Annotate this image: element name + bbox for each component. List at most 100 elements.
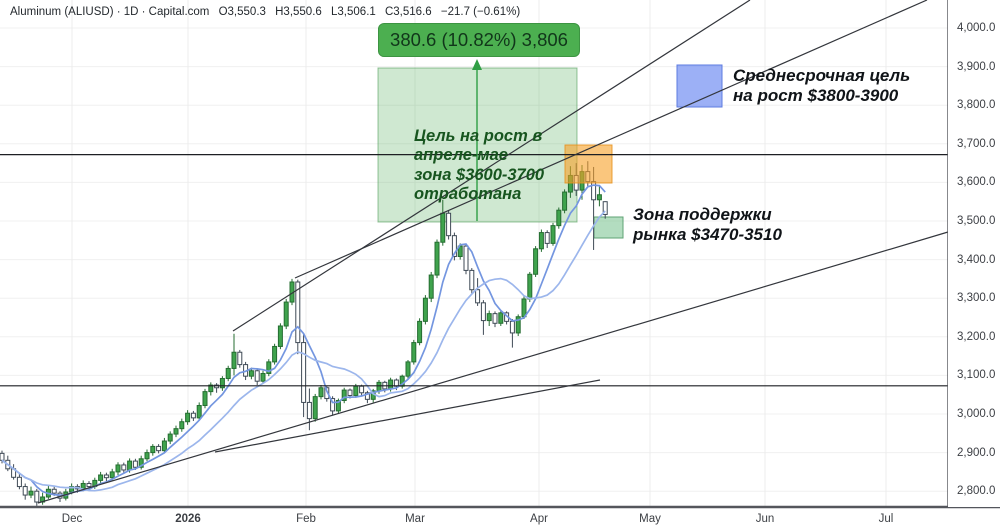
candle-body <box>422 297 428 322</box>
orange-zone-box[interactable] <box>564 144 613 184</box>
measure-tool-label[interactable]: 380.6 (10.82%) 3,806 <box>378 23 580 57</box>
candle-body <box>179 421 185 430</box>
candle-body <box>150 445 156 454</box>
candle-body <box>231 351 237 369</box>
candle-body <box>219 377 225 389</box>
candle-body <box>538 232 544 250</box>
candle-body <box>16 476 22 488</box>
candle-body <box>208 384 214 393</box>
candle-body <box>376 381 382 392</box>
price-axis[interactable]: 4,000.0 3,900.0 3,800.0 3,700.0 3,600.0 3,500… <box>948 0 1000 507</box>
trend-line[interactable] <box>232 0 751 332</box>
candle-body <box>266 361 272 374</box>
candle-body <box>405 361 411 377</box>
quote-low: L3,506.1 <box>331 6 376 18</box>
candle-body <box>411 342 417 363</box>
candle-body <box>440 212 446 243</box>
annotation-line: рынка $3470-3510 <box>633 224 782 244</box>
candle-body <box>237 351 243 366</box>
trend-line[interactable] <box>294 0 928 279</box>
annotation-target-zone[interactable]: Цель на рост в апреле-мае зона $3600-370… <box>414 127 544 204</box>
candle-body <box>22 486 28 496</box>
ma-line-slow <box>1 210 606 492</box>
candle-body <box>544 232 550 244</box>
y-axis-label: 3,100.0 <box>957 369 996 382</box>
candle-body <box>121 464 127 471</box>
y-axis-label: 3,300.0 <box>957 292 996 305</box>
annotation-line: зона $3600-3700 <box>414 165 545 184</box>
y-axis-label: 3,800.0 <box>957 99 996 112</box>
time-axis[interactable]: Dec 2026 Feb Mar Apr May Jun Jul <box>0 509 1000 530</box>
annotation-support-zone[interactable]: Зона поддержки рынка $3470-3510 <box>633 205 782 245</box>
candle-body <box>277 325 283 347</box>
y-axis-label: 3,900.0 <box>957 60 996 73</box>
candle-body <box>417 320 423 344</box>
candle-body <box>428 274 434 299</box>
candle-body <box>144 452 150 460</box>
x-axis-label: Jul <box>878 513 894 525</box>
annotation-midterm-goal[interactable]: Среднесрочная цель на рост $3800-3900 <box>733 66 910 106</box>
candle-body <box>602 201 608 215</box>
y-axis-label: 3,500.0 <box>957 215 996 227</box>
measure-arrow-head <box>472 59 482 70</box>
candle-body <box>312 396 318 420</box>
y-axis-label: 3,000.0 <box>957 408 996 420</box>
candle-body <box>272 345 278 363</box>
candle-body <box>463 245 469 271</box>
x-axis-label: May <box>639 513 661 525</box>
candle-body <box>596 194 602 201</box>
candle-body <box>486 313 492 322</box>
candle-body <box>283 301 289 327</box>
candle-body <box>550 225 556 244</box>
candle-body <box>515 316 521 334</box>
candle-body <box>161 440 167 452</box>
candle-body <box>173 428 179 435</box>
candle-body <box>196 405 202 419</box>
candle-body <box>86 482 92 488</box>
quote-change: −21.7 (−0.61%) <box>440 6 521 18</box>
candle-body <box>475 289 481 304</box>
candle-body <box>51 488 57 494</box>
candle-body <box>28 490 34 496</box>
candle-body <box>167 433 173 442</box>
candle-body <box>109 471 115 479</box>
candle-body <box>364 392 370 400</box>
candle-body <box>509 320 515 334</box>
candle-body <box>498 312 504 324</box>
candle-body <box>132 460 138 468</box>
ma-line-fast <box>1 184 606 497</box>
candle-body <box>115 464 121 473</box>
y-axis-label: 4,000.0 <box>957 22 996 34</box>
x-axis-label: Feb <box>296 513 316 525</box>
annotation-line: Зона поддержки <box>633 205 772 224</box>
y-axis-label: 2,900.0 <box>957 446 996 459</box>
candle-body <box>248 370 254 377</box>
candle-body <box>335 399 341 412</box>
candle-body <box>562 191 568 211</box>
candle-body <box>103 474 109 479</box>
annotation-line: апреле-мае <box>414 146 508 165</box>
candle-body <box>254 370 260 382</box>
candle-body <box>34 490 40 503</box>
candle-body <box>127 460 133 471</box>
candle-body <box>388 379 394 390</box>
symbol-title: Aluminum (ALIUSD) · 1D · Capital.com <box>10 6 210 18</box>
candle-body <box>185 412 191 423</box>
x-axis-label: Mar <box>405 513 425 525</box>
quote-high: H3,550.6 <box>275 6 322 18</box>
candle-body <box>295 281 301 344</box>
candle-body <box>434 241 440 276</box>
trend-line[interactable] <box>214 379 601 453</box>
trend-line[interactable] <box>37 231 949 504</box>
candle-body <box>492 313 498 324</box>
candle-body <box>521 298 527 318</box>
candle-body <box>0 452 5 461</box>
candle-body <box>225 367 231 379</box>
candle-body <box>330 398 336 412</box>
quote-open: O3,550.3 <box>218 6 266 18</box>
annotation-line: Среднесрочная цель <box>733 66 911 85</box>
candle-body <box>446 212 452 237</box>
quote-close: C3,516.6 <box>384 6 432 18</box>
